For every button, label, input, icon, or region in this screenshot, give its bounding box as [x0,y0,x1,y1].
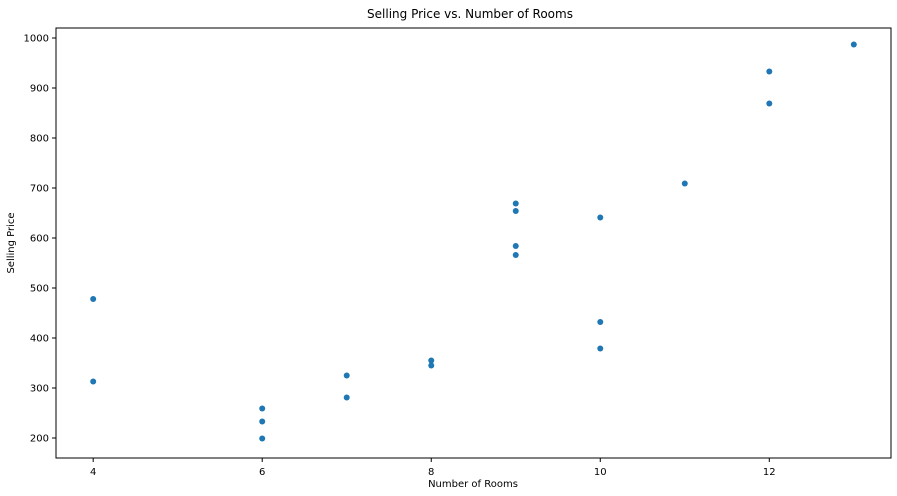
scatter-point [681,180,688,187]
scatter-point [259,405,266,412]
x-tick-label: 4 [90,467,96,478]
scatter-point [850,41,857,48]
scatter-point [597,345,604,352]
x-tick-label: 6 [259,467,265,478]
y-tick-label: 800 [30,134,49,145]
y-tick-label: 700 [30,184,49,195]
scatter-point [90,296,97,302]
y-axis-label: Selling Price [6,212,17,273]
y-tick-label: 200 [30,434,49,445]
y-tick-label: 1000 [24,34,49,45]
scatter-point [512,243,519,249]
y-tick-label: 500 [30,284,49,295]
scatter-point [512,252,519,258]
scatter-point [428,362,435,369]
scatter-point [766,68,773,75]
scatter-point [343,394,350,401]
scatter-point [90,378,97,385]
scatter-point [597,214,604,221]
y-tick-label: 300 [30,384,49,395]
scatter-point [343,372,350,379]
x-axis-ticks: 4 6 8 10 12 [90,458,776,478]
x-tick-label: 8 [428,467,434,478]
scatter-point [512,200,519,207]
plot-frame [55,27,892,459]
y-tick-label: 400 [30,334,49,345]
x-tick-label: 12 [763,467,776,478]
scatter-point [259,435,266,442]
y-tick-label: 900 [30,84,49,95]
data-points [90,41,857,442]
y-tick-label: 600 [30,234,49,245]
scatter-point [259,418,266,425]
scatter-point [428,357,435,364]
x-tick-label: 10 [594,467,607,478]
chart-title: Selling Price vs. Number of Rooms [367,7,573,21]
scatter-point [766,100,773,107]
scatter-point [597,319,604,325]
scatter-point [512,208,519,214]
x-axis-label: Number of Rooms [428,479,518,490]
y-axis-ticks: 200 300 400 500 600 700 800 900 1000 [24,34,56,445]
